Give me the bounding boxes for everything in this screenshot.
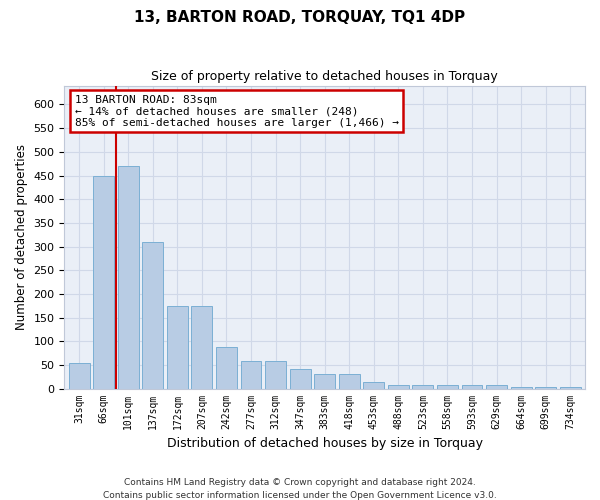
Bar [560,387,581,388]
Bar [167,306,188,388]
Bar [241,361,262,388]
Bar [364,382,384,388]
Text: 13 BARTON ROAD: 83sqm
← 14% of detached houses are smaller (248)
85% of semi-det: 13 BARTON ROAD: 83sqm ← 14% of detached … [75,94,399,128]
Bar [69,363,89,388]
Bar [314,374,335,388]
Text: Contains HM Land Registry data © Crown copyright and database right 2024.
Contai: Contains HM Land Registry data © Crown c… [103,478,497,500]
Bar [93,176,114,388]
Text: 13, BARTON ROAD, TORQUAY, TQ1 4DP: 13, BARTON ROAD, TORQUAY, TQ1 4DP [134,10,466,25]
Bar [412,385,433,388]
Bar [191,306,212,388]
Bar [142,242,163,388]
Bar [118,166,139,388]
Bar [265,361,286,388]
Title: Size of property relative to detached houses in Torquay: Size of property relative to detached ho… [151,70,498,83]
Bar [290,368,311,388]
Bar [486,385,507,388]
Bar [339,374,359,388]
Bar [437,385,458,388]
Bar [388,385,409,388]
Y-axis label: Number of detached properties: Number of detached properties [15,144,28,330]
X-axis label: Distribution of detached houses by size in Torquay: Distribution of detached houses by size … [167,437,483,450]
Bar [511,387,532,388]
Bar [535,387,556,388]
Bar [216,347,237,389]
Bar [461,385,482,388]
